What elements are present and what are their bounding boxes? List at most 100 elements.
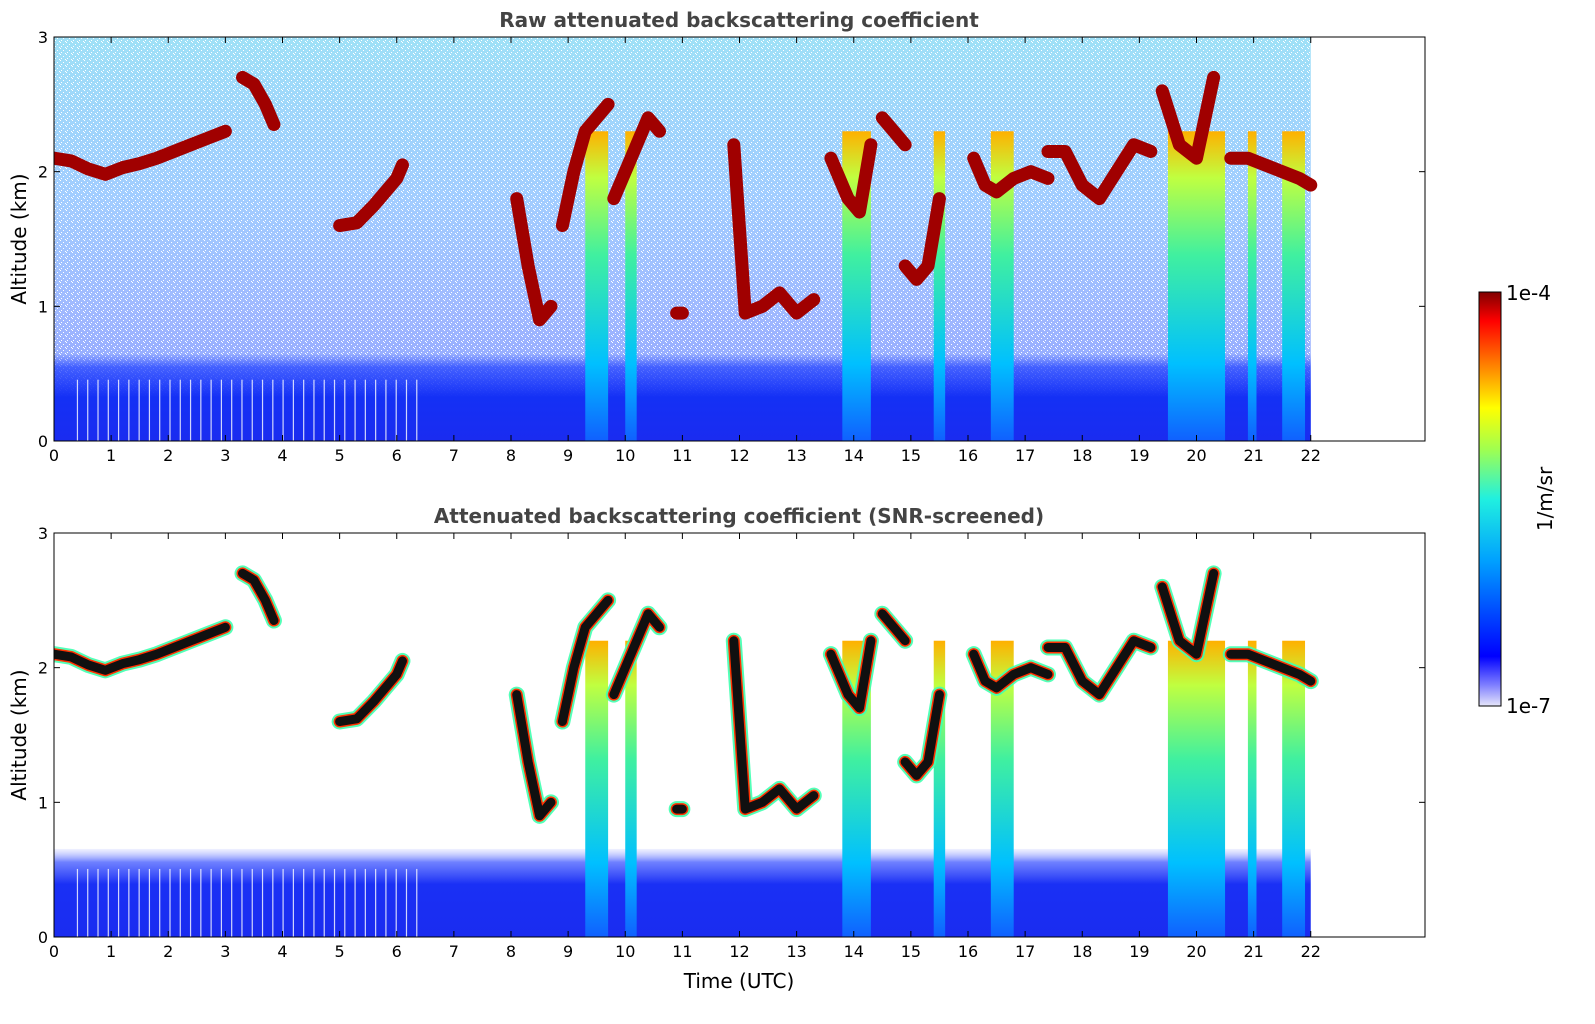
- y-tick-label: 0: [38, 928, 48, 947]
- data-gap: [87, 379, 89, 441]
- x-tick-label: 13: [786, 942, 806, 961]
- y-tick-label: 0: [38, 432, 48, 451]
- data-gap: [282, 868, 284, 937]
- cloud-layer: [824, 138, 878, 219]
- x-tick-label: 5: [335, 446, 345, 465]
- x-tick-label: 7: [449, 446, 459, 465]
- data-gap: [189, 379, 192, 441]
- precipitation-shaft: [1167, 640, 1226, 937]
- cloud-layer: [727, 138, 821, 320]
- data-gap: [117, 379, 120, 441]
- cloud-layer: [236, 70, 281, 132]
- y-tick-label: 2: [38, 659, 48, 678]
- colorbar-unit-label: 1/m/sr: [1533, 466, 1557, 531]
- x-tick-label: 15: [901, 942, 921, 961]
- data-gap: [395, 379, 397, 441]
- raw-backscatter-panel: Raw attenuated backscattering coefficien…: [7, 8, 1426, 465]
- data-gap: [76, 868, 79, 937]
- x-tick-label: 14: [844, 446, 864, 465]
- data-gap: [169, 868, 171, 937]
- x-tick-label: 16: [958, 446, 978, 465]
- x-tick-label: 5: [335, 942, 345, 961]
- data-gap: [159, 379, 161, 441]
- data-gap: [179, 379, 181, 441]
- data-gap: [138, 379, 140, 441]
- data-gap: [189, 868, 192, 937]
- x-tick-label: 12: [729, 446, 749, 465]
- x-tick-label: 1: [106, 446, 116, 465]
- data-gap: [261, 868, 264, 937]
- precipitation-shaft: [1247, 640, 1257, 937]
- x-tick-label: 21: [1243, 446, 1263, 465]
- data-gap: [138, 868, 140, 937]
- data-gap: [117, 868, 120, 937]
- data-gap: [241, 868, 243, 937]
- data-gap: [375, 379, 377, 441]
- cloud-layer: [1224, 151, 1318, 192]
- data-gap: [169, 379, 171, 441]
- data-gap: [97, 868, 99, 937]
- x-tick-label: 2: [163, 446, 173, 465]
- x-tick-label: 21: [1243, 942, 1263, 961]
- heatmap-image: [54, 565, 1319, 937]
- x-tick-label: 10: [615, 446, 635, 465]
- data-gap: [344, 379, 346, 441]
- cloud-layer: [1155, 70, 1221, 165]
- data-gap: [313, 868, 315, 937]
- data-gap: [364, 379, 366, 441]
- data-gap: [210, 379, 212, 441]
- x-tick-label: 6: [392, 942, 402, 961]
- x-tick-label: 10: [615, 942, 635, 961]
- colorbar: 1e-4 1e-7 1/m/sr: [1478, 281, 1557, 718]
- cloud-layer: [877, 609, 910, 646]
- snr-screened-panel: Attenuated backscattering coefficient (S…: [7, 504, 1426, 993]
- data-gap: [200, 379, 202, 441]
- x-tick-label: 9: [563, 446, 573, 465]
- boundary-layer: [54, 848, 1311, 937]
- cloud-layer: [1043, 636, 1156, 700]
- data-gap: [354, 868, 356, 937]
- cloud-layer: [1157, 568, 1219, 659]
- data-gap: [395, 868, 397, 937]
- x-tick-label: 16: [958, 942, 978, 961]
- data-gap: [159, 868, 161, 937]
- panel-title: Raw attenuated backscattering coefficien…: [499, 8, 979, 32]
- x-tick-label: 15: [901, 446, 921, 465]
- x-tick-label: 19: [1129, 446, 1149, 465]
- data-gap: [354, 379, 356, 441]
- data-gap: [261, 379, 264, 441]
- x-tick-label: 20: [1186, 942, 1206, 961]
- data-gap: [231, 868, 233, 937]
- x-tick-label: 4: [277, 446, 287, 465]
- cloud-layer: [557, 595, 613, 727]
- x-tick-label: 2: [163, 942, 173, 961]
- colorbar-min-label: 1e-7: [1506, 694, 1551, 718]
- cloud-layer: [335, 656, 407, 727]
- y-axis-label: Altitude (km): [7, 173, 31, 304]
- data-gap: [272, 379, 274, 441]
- x-tick-label: 18: [1072, 942, 1092, 961]
- boundary-layer: [54, 353, 1311, 441]
- x-tick-label: 20: [1186, 446, 1206, 465]
- precipitation-shaft: [990, 640, 1014, 937]
- y-tick-label: 1: [38, 297, 48, 316]
- cloud-layer: [54, 622, 230, 675]
- x-tick-label: 12: [729, 942, 749, 961]
- data-gap: [323, 379, 325, 441]
- data-gap: [87, 868, 89, 937]
- cloud-layer: [729, 636, 819, 814]
- x-tick-label: 19: [1129, 942, 1149, 961]
- data-gap: [416, 379, 418, 441]
- data-gap: [200, 868, 202, 937]
- data-gap: [148, 379, 151, 441]
- x-tick-label: 6: [392, 446, 402, 465]
- y-tick-label: 1: [38, 793, 48, 812]
- precipitation-shaft: [933, 131, 946, 441]
- y-axis-label: Altitude (km): [7, 669, 31, 800]
- x-tick-label: 18: [1072, 446, 1092, 465]
- cloud-layer: [238, 568, 279, 626]
- data-gap: [251, 379, 253, 441]
- y-tick-label: 2: [38, 163, 48, 182]
